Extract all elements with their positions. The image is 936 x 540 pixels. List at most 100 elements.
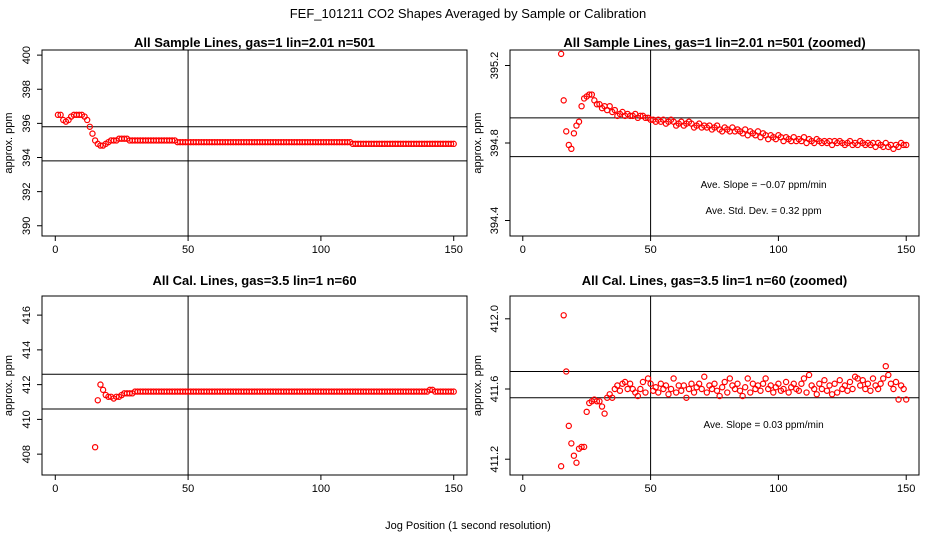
data-point — [596, 398, 603, 405]
x-tick-label: 0 — [52, 483, 58, 495]
data-point — [721, 378, 728, 386]
x-tick-label: 100 — [312, 483, 330, 495]
data-point — [647, 380, 654, 387]
data-point — [624, 385, 631, 393]
y-tick-label: 412.0 — [489, 305, 501, 333]
data-point — [97, 142, 104, 149]
annotation-text: Ave. Slope = −0.07 ppm/min — [701, 180, 827, 191]
data-point — [97, 381, 104, 388]
data-point — [573, 459, 580, 466]
data-point — [713, 387, 721, 394]
data-point — [570, 452, 578, 459]
data-point — [126, 390, 133, 397]
data-point — [864, 380, 872, 387]
data-point — [565, 422, 572, 430]
data-point — [570, 130, 578, 137]
data-point — [892, 378, 900, 386]
y-tick-label: 394 — [21, 148, 33, 166]
data-point — [711, 380, 718, 387]
data-point — [703, 389, 711, 396]
data-point — [86, 123, 94, 130]
data-point — [816, 380, 823, 387]
data-point — [900, 141, 907, 149]
y-tick-label: 392 — [21, 182, 33, 200]
data-point — [588, 91, 596, 98]
data-point — [57, 111, 64, 119]
data-point — [782, 378, 790, 386]
data-point — [450, 388, 457, 395]
figure-xlabel: Jog Position (1 second resolution) — [385, 520, 551, 532]
data-point — [89, 130, 96, 137]
data-point — [831, 380, 838, 387]
data-point — [670, 375, 677, 382]
figure-title: FEF_101211 CO2 Shapes Averaged by Sample… — [290, 6, 647, 21]
data-point — [874, 385, 882, 393]
data-point — [900, 385, 907, 393]
y-tick-label: 416 — [21, 306, 33, 324]
data-point — [637, 385, 644, 393]
data-point — [655, 389, 662, 396]
data-point — [770, 389, 777, 396]
data-point — [828, 391, 836, 398]
data-point — [105, 393, 112, 400]
data-point — [611, 106, 619, 114]
data-point — [583, 408, 590, 416]
data-point — [775, 380, 782, 387]
data-point — [586, 91, 593, 98]
data-point — [657, 380, 665, 387]
data-point — [757, 387, 764, 394]
data-point — [568, 440, 575, 447]
x-tick-label: 150 — [445, 244, 463, 256]
data-point — [869, 375, 877, 382]
data-point — [593, 398, 601, 405]
data-point — [903, 141, 910, 149]
data-point — [642, 389, 649, 396]
data-point — [560, 97, 567, 104]
annotation-text: Ave. Slope = 0.03 ppm/min — [703, 420, 823, 431]
data-point — [667, 385, 675, 393]
data-point — [606, 102, 613, 110]
x-tick-label: 0 — [520, 244, 526, 256]
y-tick-label: 411.6 — [489, 376, 501, 403]
data-point — [626, 380, 634, 387]
data-point — [744, 375, 751, 382]
data-point — [716, 392, 723, 400]
data-point — [741, 384, 749, 391]
data-point — [701, 373, 708, 380]
x-tick-label: 100 — [769, 244, 787, 256]
data-point — [560, 312, 567, 319]
data-point — [634, 392, 642, 400]
data-point — [639, 378, 647, 386]
panel-title: All Sample Lines, gas=1 lin=2.01 n=501 (… — [563, 35, 865, 50]
data-point — [800, 133, 808, 141]
data-point — [83, 116, 91, 124]
data-point — [762, 375, 769, 382]
plot-frame — [41, 295, 468, 476]
data-point — [890, 385, 897, 393]
annotation-text: Ave. Std. Dev. = 0.32 ppm — [706, 206, 822, 217]
x-tick-label: 100 — [312, 244, 330, 256]
data-point — [54, 111, 62, 119]
data-point — [800, 375, 808, 382]
y-axis-label: approx. ppm — [472, 355, 484, 416]
x-tick-label: 150 — [897, 483, 915, 495]
y-tick-label: 394.8 — [489, 129, 501, 157]
data-point — [665, 391, 672, 398]
data-point — [563, 128, 570, 135]
data-point — [823, 387, 831, 394]
data-point — [803, 389, 810, 396]
data-point — [857, 382, 864, 389]
y-axis-label: approx. ppm — [472, 112, 484, 173]
panels: All Sample Lines, gas=1 lin=2.01 n=501 ap… — [3, 35, 920, 495]
data-point — [785, 389, 792, 396]
data-point — [609, 394, 616, 401]
data-point — [818, 385, 826, 393]
panel-title: All Sample Lines, gas=1 lin=2.01 n=501 — [134, 35, 375, 50]
data-point — [724, 389, 731, 396]
data-point — [91, 443, 99, 451]
data-point — [880, 375, 887, 382]
data-point — [675, 382, 682, 389]
data-point — [447, 140, 455, 148]
data-point — [575, 118, 583, 125]
data-point — [859, 377, 866, 384]
